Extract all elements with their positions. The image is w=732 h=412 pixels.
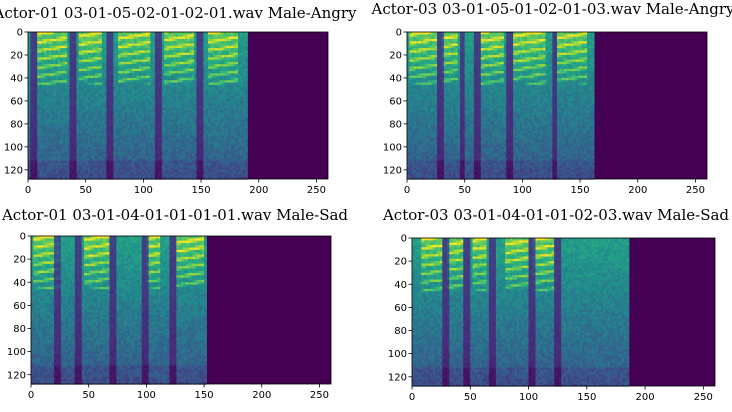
spectrogram-panel-2: Actor-03 03-01-05-01-02-01-03.wav Male-A…	[371, 0, 732, 196]
x-tick-label: 100	[137, 390, 156, 401]
x-tick-label: 250	[694, 392, 713, 403]
y-tick-label: 0	[401, 234, 407, 245]
spectrogram-panel-1: Actor-01 03-01-05-02-01-02-01.wav Male-A…	[0, 4, 357, 196]
y-tick-label: 60	[10, 96, 23, 107]
y-tick-label: 40	[10, 73, 23, 84]
y-tick-label: 60	[389, 96, 402, 107]
y-tick-label: 120	[388, 372, 407, 383]
x-tick-label: 50	[458, 185, 471, 196]
x-tick-label: 0	[25, 185, 31, 196]
x-tick-label: 200	[636, 392, 655, 403]
x-tick-label: 200	[249, 185, 268, 196]
y-tick-label: 80	[10, 119, 23, 130]
x-tick-label: 100	[519, 392, 538, 403]
x-tick-label: 0	[409, 392, 415, 403]
x-tick-label: 250	[310, 390, 329, 401]
spectrogram-panel-4: Actor-03 03-01-04-01-01-02-03.wav Male-S…	[382, 206, 729, 403]
y-tick-label: 120	[4, 165, 23, 176]
x-tick-label: 50	[82, 390, 95, 401]
panel-title: Actor-01 03-01-04-01-01-01-01.wav Male-S…	[1, 206, 348, 224]
x-tick-label: 200	[628, 185, 647, 196]
y-tick-label: 0	[396, 28, 402, 39]
x-tick-label: 50	[464, 392, 477, 403]
spectrogram-image	[28, 32, 248, 180]
y-tick-label: 20	[10, 50, 23, 61]
y-tick-label: 100	[388, 349, 407, 360]
y-tick-label: 80	[394, 326, 407, 337]
y-tick-label: 100	[7, 347, 26, 358]
spectrogram-image	[407, 32, 595, 180]
x-tick-label: 100	[513, 185, 532, 196]
panel-title: Actor-03 03-01-04-01-01-02-03.wav Male-S…	[382, 206, 729, 224]
y-tick-label: 60	[394, 303, 407, 314]
y-tick-label: 40	[13, 278, 26, 289]
y-tick-label: 40	[389, 73, 402, 84]
x-tick-label: 250	[307, 185, 326, 196]
spectrogram-image	[31, 236, 207, 385]
y-tick-label: 80	[389, 119, 402, 130]
x-tick-label: 150	[571, 185, 590, 196]
y-tick-label: 120	[383, 165, 402, 176]
y-tick-label: 40	[394, 280, 407, 291]
y-tick-label: 0	[20, 232, 26, 243]
y-tick-label: 20	[389, 50, 402, 61]
x-tick-label: 200	[252, 390, 271, 401]
spectrogram-image	[412, 238, 629, 387]
y-tick-label: 100	[383, 142, 402, 153]
panel-title: Actor-01 03-01-05-02-01-02-01.wav Male-A…	[0, 4, 357, 22]
spectrogram-panel-3: Actor-01 03-01-04-01-01-01-01.wav Male-S…	[1, 206, 348, 401]
y-tick-label: 20	[394, 257, 407, 268]
x-tick-label: 250	[686, 185, 705, 196]
panel-title: Actor-03 03-01-05-01-02-01-03.wav Male-A…	[371, 0, 732, 18]
x-tick-label: 0	[404, 185, 410, 196]
x-tick-label: 150	[195, 390, 214, 401]
x-tick-label: 150	[192, 185, 211, 196]
x-tick-label: 150	[577, 392, 596, 403]
y-tick-label: 0	[17, 28, 23, 39]
y-tick-label: 80	[13, 324, 26, 335]
x-tick-label: 100	[134, 185, 153, 196]
y-tick-label: 100	[4, 142, 23, 153]
y-tick-label: 120	[7, 370, 26, 381]
y-tick-label: 60	[13, 301, 26, 312]
x-tick-label: 50	[79, 185, 92, 196]
x-tick-label: 0	[28, 390, 34, 401]
y-tick-label: 20	[13, 255, 26, 266]
